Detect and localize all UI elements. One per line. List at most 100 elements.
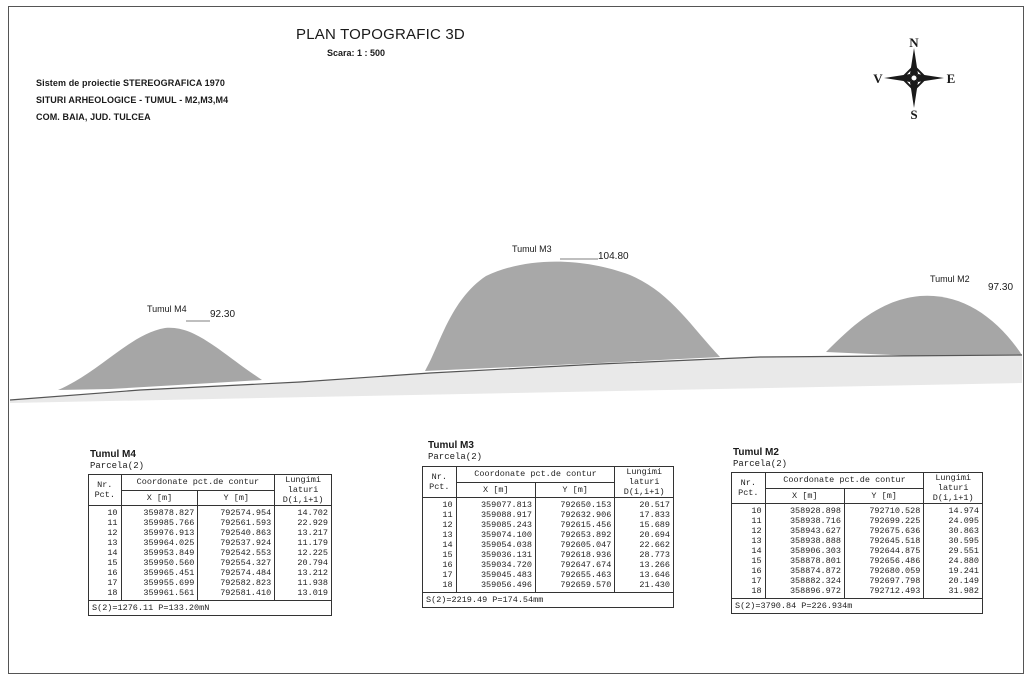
table-cell: 358943.627: [764, 526, 845, 536]
table-row: 18 359056.496 792659.570 21.430: [422, 580, 674, 593]
table-cell: 792675.636: [843, 526, 925, 536]
table-cell: 12: [731, 526, 766, 536]
table-cell: 792554.327: [197, 558, 276, 568]
table-cell: 17: [88, 578, 122, 588]
table-cell: 792582.823: [197, 578, 276, 588]
table-cell: 18: [88, 588, 122, 601]
table-cell: 16: [731, 566, 766, 576]
table-cell: 792542.553: [197, 548, 276, 558]
header-y: Y [m]: [197, 489, 276, 506]
table-cell: 792574.954: [197, 505, 276, 518]
table-cell: 13.019: [274, 588, 332, 601]
table-row: 14 358906.303 792644.875 29.551: [731, 546, 983, 556]
table-cell: 792699.225: [843, 516, 925, 526]
table-row: 18 359961.561 792581.410 13.019: [88, 588, 332, 601]
table-cell: 359985.766: [120, 518, 199, 528]
table-cell: 792644.875: [843, 546, 925, 556]
table-cell: 11: [88, 518, 122, 528]
table-cell: 792659.570: [534, 580, 616, 593]
table-cell: 15: [422, 550, 457, 560]
table-m3-title: Tumul M3: [428, 440, 474, 451]
table-row: 13 358938.888 792645.518 30.595: [731, 536, 983, 546]
sheet-border: [8, 6, 1024, 674]
table-cell: 14.974: [923, 503, 983, 516]
table-m2-parcel: Parcela(2): [733, 459, 788, 469]
table-cell: 13.212: [274, 568, 332, 578]
table-cell: 359953.849: [120, 548, 199, 558]
table-m2-title: Tumul M2: [733, 447, 779, 458]
table-row: 10 359878.827 792574.954 14.702: [88, 505, 332, 518]
table-row: 13 359074.100 792653.892 20.694: [422, 530, 674, 540]
table-cell: 358938.888: [764, 536, 845, 546]
table-row: 17 359045.483 792655.463 13.646: [422, 570, 674, 580]
projection-system: Sistem de proiectie STEREOGRAFICA 1970: [36, 78, 226, 88]
table-row: 15 359950.560 792554.327 20.794: [88, 558, 332, 568]
coordinates-table-m2: Nr. Pct. Coordonate pct.de contur Lungimi la…: [731, 472, 983, 614]
table-cell: 13.266: [614, 560, 674, 570]
header-side-lengths: Lungimi laturi D(i,i+1): [923, 472, 983, 504]
table-cell: 14: [731, 546, 766, 556]
table-cell: 15.689: [614, 520, 674, 530]
table-cell: 12: [422, 520, 457, 530]
table-cell: 18: [731, 586, 766, 599]
table-cell: 20.517: [614, 497, 674, 510]
table-cell: 359074.100: [455, 530, 536, 540]
table-cell: 358928.898: [764, 503, 845, 516]
table-row: 13 359964.025 792537.924 11.179: [88, 538, 332, 548]
table-cell: 792561.593: [197, 518, 276, 528]
table-row: 11 359088.917 792632.906 17.833: [422, 510, 674, 520]
header-side-lengths: Lungimi laturi D(i,i+1): [274, 474, 332, 506]
table-row: 17 359955.699 792582.823 11.938: [88, 578, 332, 588]
table-cell: 11.938: [274, 578, 332, 588]
table-cell: 16: [88, 568, 122, 578]
table-cell: 11.179: [274, 538, 332, 548]
table-cell: 358896.972: [764, 586, 845, 599]
table-cell: 359036.131: [455, 550, 536, 560]
table-cell: 792605.047: [534, 540, 616, 550]
header-point-number: Nr. Pct.: [731, 472, 766, 504]
table-cell: 12: [88, 528, 122, 538]
table-row: 16 359034.720 792647.674 13.266: [422, 560, 674, 570]
table-cell: 21.430: [614, 580, 674, 593]
table-footer-area-perimeter: S(2)=1276.11 P=133.20mN: [88, 600, 332, 616]
table-cell: 30.595: [923, 536, 983, 546]
table-cell: 19.241: [923, 566, 983, 576]
table-cell: 18: [422, 580, 457, 593]
table-footer-area-perimeter: S(2)=3790.84 P=226.934m: [731, 598, 983, 614]
table-cell: 359056.496: [455, 580, 536, 593]
table-cell: 17: [422, 570, 457, 580]
table-cell: 13: [422, 530, 457, 540]
table-cell: 359045.483: [455, 570, 536, 580]
table-cell: 792645.518: [843, 536, 925, 546]
mound-m4-elevation: 92.30: [210, 309, 236, 320]
table-row: 10 359077.813 792650.153 20.517: [422, 497, 674, 510]
table-row: 16 358874.872 792680.059 19.241: [731, 566, 983, 576]
table-row: 15 359036.131 792618.936 28.773: [422, 550, 674, 560]
compass-north: N: [909, 36, 919, 50]
table-row: 12 358943.627 792675.636 30.863: [731, 526, 983, 536]
table-cell: 792697.798: [843, 576, 925, 586]
header-y: Y [m]: [843, 487, 925, 504]
table-cell: 359976.913: [120, 528, 199, 538]
header-point-number: Nr. Pct.: [422, 466, 457, 498]
table-cell: 358874.872: [764, 566, 845, 576]
mound-m2-shape: [826, 295, 1022, 356]
mound-m4-shape: [58, 327, 262, 390]
table-cell: 792615.456: [534, 520, 616, 530]
site-list: SITURI ARHEOLOGICE - TUMUL - M2,M3,M4: [36, 95, 229, 105]
plan-scale: Scara: 1 : 500: [327, 48, 386, 58]
header-coordinates: Coordonate pct.de contur: [120, 474, 276, 491]
table-m4-title: Tumul M4: [90, 449, 136, 460]
table-cell: 28.773: [614, 550, 674, 560]
plan-title: PLAN TOPOGRAFIC 3D: [296, 26, 465, 43]
table-cell: 10: [422, 497, 457, 510]
table-cell: 792656.486: [843, 556, 925, 566]
table-cell: 358938.716: [764, 516, 845, 526]
header-side-lengths: Lungimi laturi D(i,i+1): [614, 466, 674, 498]
table-cell: 14: [88, 548, 122, 558]
table-cell: 359878.827: [120, 505, 199, 518]
table-m3-parcel: Parcela(2): [428, 452, 483, 462]
table-cell: 358878.801: [764, 556, 845, 566]
table-cell: 359964.025: [120, 538, 199, 548]
mound-m2-elevation: 97.30: [988, 282, 1014, 293]
